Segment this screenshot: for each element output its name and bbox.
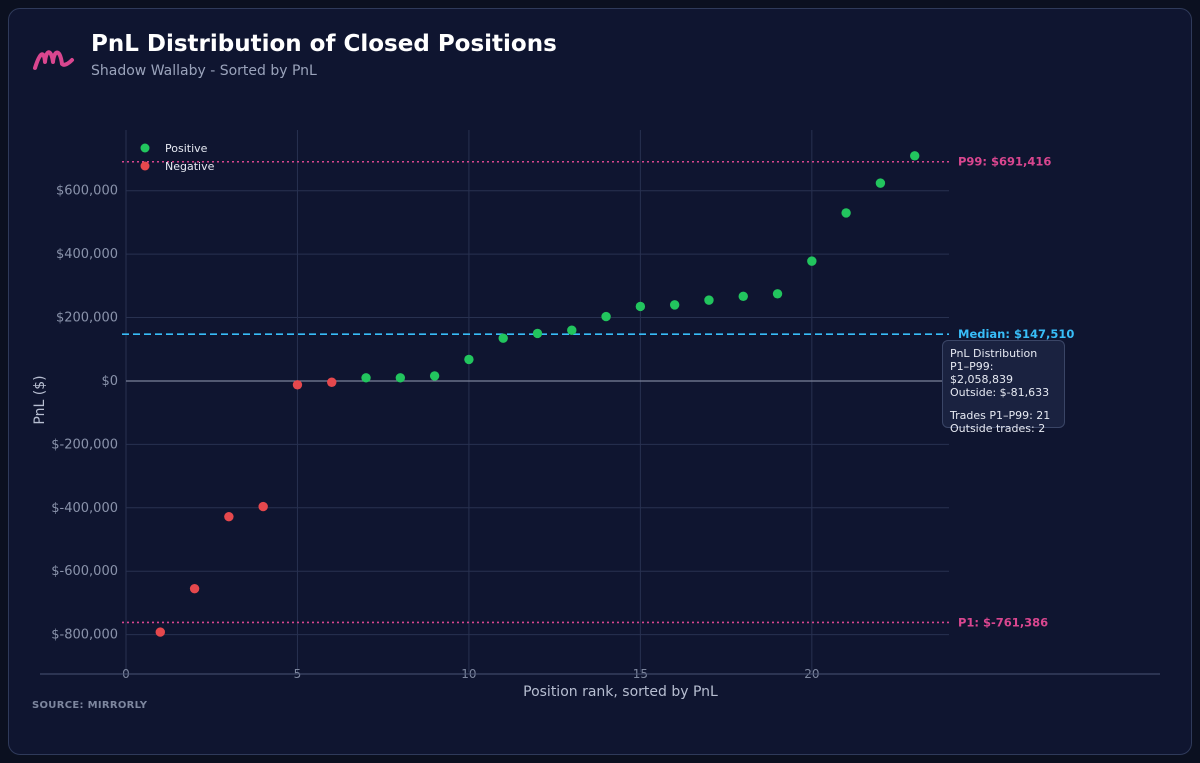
positive-point <box>429 371 440 381</box>
positive-point <box>772 289 783 299</box>
legend-label-negative: Negative <box>165 160 215 173</box>
negative-point <box>258 501 268 512</box>
positive-point <box>704 295 714 305</box>
tooltip-line-outside: Outside: $-81,633 <box>950 386 1050 399</box>
positive-point <box>910 151 920 161</box>
positive-point <box>361 373 371 383</box>
distribution-tooltip: PnL Distribution P1–P99: $2,058,839 Outs… <box>942 340 1065 435</box>
page-subtitle: Shadow Wallaby - Sorted by PnL <box>91 63 317 79</box>
negative-point <box>327 377 337 387</box>
negative-point <box>224 511 234 522</box>
y-tick-label: $0 <box>101 374 118 389</box>
positive-point <box>567 325 577 335</box>
y-tick-label: $-600,000 <box>51 564 118 579</box>
tooltip-line-outside-trades: Outside trades: 2 <box>950 422 1046 435</box>
y-tick-label: $200,000 <box>56 311 118 326</box>
mirrorly-logo-icon <box>33 50 74 70</box>
x-axis-title: Position rank, sorted by PnL <box>523 684 718 700</box>
legend-label-positive: Positive <box>165 142 208 155</box>
positive-point <box>841 208 851 218</box>
positive-point <box>875 178 886 188</box>
positive-point <box>807 256 817 266</box>
positive-point <box>464 354 474 365</box>
positive-point <box>532 328 543 339</box>
source-note: SOURCE: MIRRORLY <box>32 700 148 711</box>
page-title: PnL Distribution of Closed Positions <box>91 31 557 57</box>
tooltip-line-p1-p99: P1–P99: $2,058,839 <box>950 360 1013 386</box>
p99-label: P99: $691,416 <box>958 155 1051 169</box>
median-label: Median: $147,510 <box>958 327 1074 341</box>
y-tick-label: $-200,000 <box>51 437 118 452</box>
negative-point <box>292 380 303 390</box>
positive-point <box>635 301 646 312</box>
p1-label: P1: $-761,386 <box>958 615 1048 629</box>
negative-point <box>155 627 165 637</box>
y-axis-title: PnL ($) <box>32 375 48 424</box>
legend-marker-positive <box>140 143 150 153</box>
positive-point <box>395 373 406 383</box>
tooltip-line-trades: Trades P1–P99: 21 <box>950 409 1051 422</box>
positive-point <box>738 291 748 302</box>
y-tick-label: $600,000 <box>56 184 118 199</box>
legend-marker-negative <box>140 161 150 171</box>
positive-point <box>601 311 611 322</box>
y-tick-label: $-800,000 <box>51 628 118 643</box>
tooltip-heading: PnL Distribution <box>950 347 1038 360</box>
positive-point <box>498 333 508 343</box>
positive-point <box>669 300 680 310</box>
y-tick-label: $-400,000 <box>51 501 118 516</box>
negative-point <box>189 583 200 594</box>
y-tick-label: $400,000 <box>56 247 118 262</box>
